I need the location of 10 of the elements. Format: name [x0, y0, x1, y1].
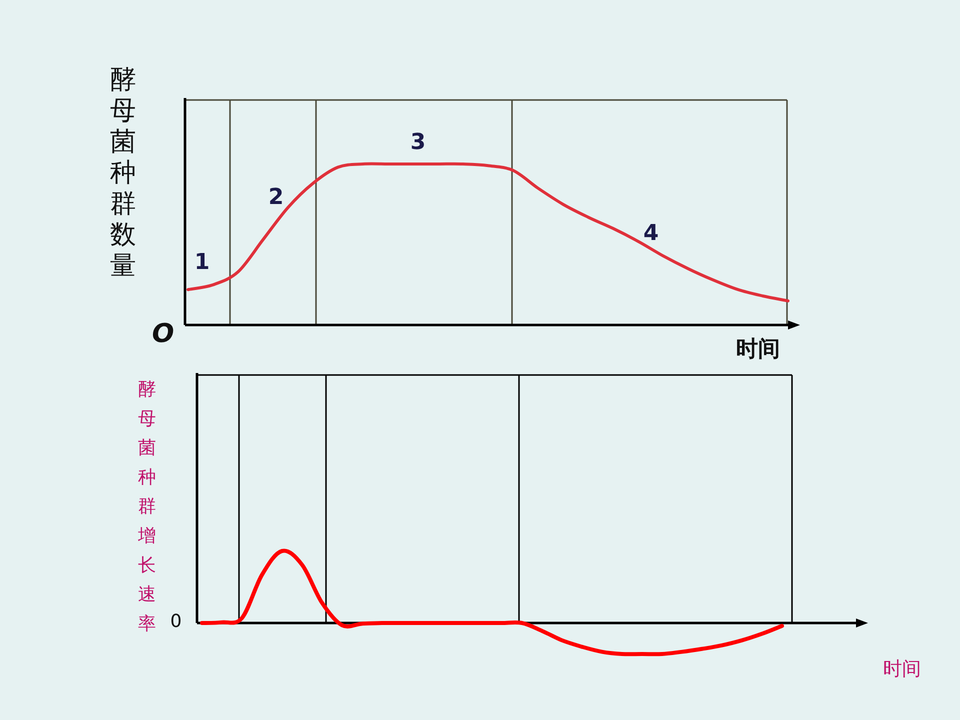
text: 酵母菌种群增长速率: [138, 379, 156, 634]
text: O: [152, 319, 174, 349]
text: 0: [170, 611, 182, 632]
x-axis-title: 时间: [883, 658, 921, 680]
annotation: 2: [268, 185, 284, 210]
annotation: 1: [194, 250, 210, 275]
x-axis-title: 时间: [736, 337, 780, 362]
text: 3: [410, 130, 426, 155]
annotation: 4: [643, 221, 659, 246]
y-axis-title: 酵母菌种群数量: [110, 65, 136, 281]
